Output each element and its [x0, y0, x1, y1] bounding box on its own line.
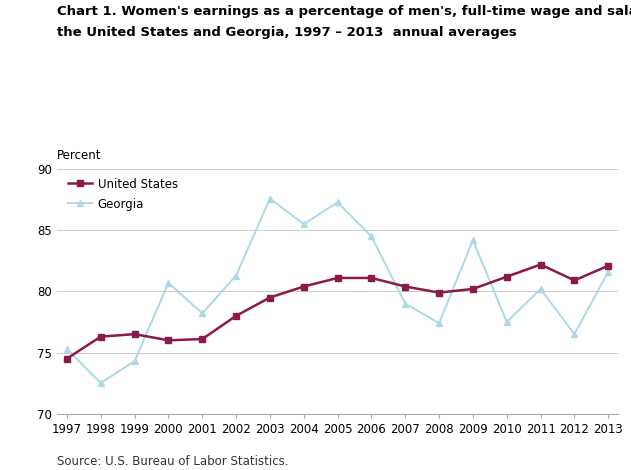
Text: Source: U.S. Bureau of Labor Statistics.: Source: U.S. Bureau of Labor Statistics. — [57, 454, 288, 468]
Legend: United States, Georgia: United States, Georgia — [68, 178, 178, 211]
Text: the United States and Georgia, 1997 – 2013  annual averages: the United States and Georgia, 1997 – 20… — [57, 26, 517, 39]
Text: Chart 1. Women's earnings as a percentage of men's, full-time wage and salary wo: Chart 1. Women's earnings as a percentag… — [57, 5, 631, 18]
Text: Percent: Percent — [57, 149, 102, 162]
